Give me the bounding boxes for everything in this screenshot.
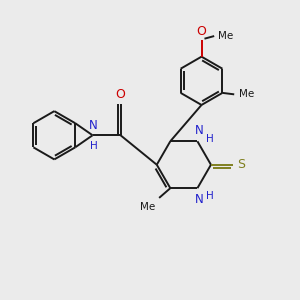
Text: O: O: [196, 25, 206, 38]
Text: Me: Me: [238, 89, 254, 99]
Text: H: H: [206, 134, 213, 145]
Text: Me: Me: [218, 31, 234, 41]
Text: H: H: [90, 141, 97, 151]
Text: N: N: [89, 119, 98, 132]
Text: N: N: [194, 194, 203, 206]
Text: S: S: [237, 158, 245, 171]
Text: N: N: [194, 124, 203, 137]
Text: H: H: [206, 191, 213, 201]
Text: Me: Me: [140, 202, 155, 212]
Text: O: O: [116, 88, 125, 101]
